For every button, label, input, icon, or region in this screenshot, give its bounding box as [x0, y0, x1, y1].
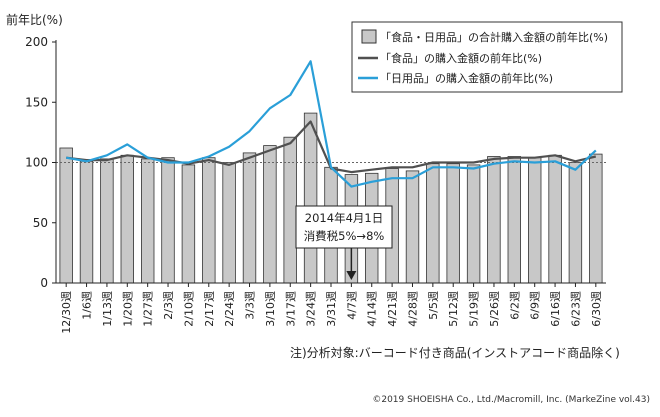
x-tick-label: 6/2週: [508, 291, 521, 320]
x-tick-label: 3/24週: [305, 291, 318, 327]
bar-6/30週: [589, 153, 603, 284]
legend-box: [351, 21, 623, 93]
y-tick-label: 50: [33, 216, 48, 230]
legend-swatch-bar: [361, 29, 377, 44]
x-tick-label: 1/6週: [81, 291, 94, 320]
annotation: 2014年4月1日 消費税5%→8%: [295, 205, 393, 280]
bar-1/20週: [120, 154, 135, 284]
x-tick-label: 4/28週: [406, 291, 419, 327]
x-tick-label: 2/10週: [182, 291, 195, 327]
legend: 「食品・日用品」の合計購入金額の前年比(%) 「食品」の購入金額の前年比(%) …: [351, 21, 623, 93]
x-tick-label: 1/20週: [121, 291, 134, 327]
annotation-arrowhead: [346, 271, 357, 280]
bar-12/30週: [59, 147, 73, 284]
bar-2/24週: [222, 162, 236, 284]
bar-5/12週: [446, 163, 460, 284]
x-tick-label: 3/17週: [284, 291, 297, 327]
y-tick-label: 200: [25, 35, 48, 49]
bar-6/9週: [528, 157, 542, 284]
analysis-note: 注)分析対象:バーコード付き商品(インストアコード商品除く): [290, 346, 620, 360]
x-tick-label: 4/21週: [386, 291, 399, 327]
x-tick-label: 5/26週: [488, 291, 501, 327]
bar-3/24週: [303, 112, 318, 284]
bar-2/10週: [181, 164, 196, 284]
legend-label-daily: 「日用品」の購入金額の前年比(%): [380, 71, 553, 85]
y-tick-label: 100: [25, 156, 48, 170]
x-tick-label: 2/24週: [223, 291, 236, 327]
x-tick-label: 6/23週: [569, 291, 582, 327]
x-tick-label: 6/9週: [529, 291, 542, 320]
legend-label-total: 「食品・日用品」の合計購入金額の前年比(%): [380, 30, 608, 44]
x-tick-label: 2/17週: [203, 291, 216, 327]
x-tick-label: 3/3週: [244, 291, 257, 320]
bar-6/23週: [568, 162, 583, 284]
axes-group: 0 50 100 150 200 12/30週 1/6週 1/13週 1/20週 1/27週 2/3…: [25, 35, 606, 334]
bar-2/17週: [202, 157, 216, 284]
bar-1/27週: [140, 158, 155, 284]
bar-1/6週: [79, 160, 94, 284]
bar-3/3週: [242, 152, 257, 284]
bar-4/28週: [405, 170, 420, 284]
x-tick-label: 4/7週: [345, 291, 358, 320]
x-tick-label: 1/27週: [142, 291, 155, 327]
x-tick-label: 6/30週: [590, 291, 603, 327]
x-tick-label: 3/10週: [264, 291, 277, 327]
copyright-text: ©2019 SHOEISHA Co., Ltd./Macromill, Inc.…: [372, 395, 650, 405]
x-tick-label: 5/5週: [427, 291, 440, 320]
x-tick-label: 1/13週: [101, 291, 114, 327]
annotation-line-2: 消費税5%→8%: [304, 229, 385, 243]
x-tick-label: 5/12週: [447, 291, 460, 327]
bar-3/10週: [263, 145, 277, 284]
bar-6/2週: [507, 156, 522, 284]
annotation-line-1: 2014年4月1日: [305, 211, 383, 225]
bar-5/5週: [426, 163, 440, 284]
annotation-box: [295, 205, 393, 249]
legend-label-food: 「食品」の購入金額の前年比(%): [380, 51, 542, 65]
bar-3/17週: [283, 136, 297, 284]
bar-2/3週: [161, 157, 175, 284]
y-axis-label: 前年比(%): [6, 12, 63, 27]
x-tick-label: 6/16週: [549, 291, 562, 327]
bar-5/19週: [466, 164, 481, 284]
x-tick-label: 4/14週: [366, 291, 379, 327]
bar-5/26週: [487, 156, 501, 284]
bar-1/13週: [100, 158, 114, 284]
y-tick-label: 150: [25, 95, 48, 109]
x-tick-label: 5/19週: [468, 291, 481, 327]
series-line-daily: [66, 60, 597, 188]
x-tick-label: 2/3週: [162, 291, 175, 320]
bars-group: [59, 112, 603, 284]
bar-6/16週: [548, 154, 562, 284]
x-tick-label: 12/30週: [60, 291, 73, 334]
x-tick-label: 3/31週: [325, 291, 338, 327]
y-tick-label: 0: [40, 276, 48, 290]
